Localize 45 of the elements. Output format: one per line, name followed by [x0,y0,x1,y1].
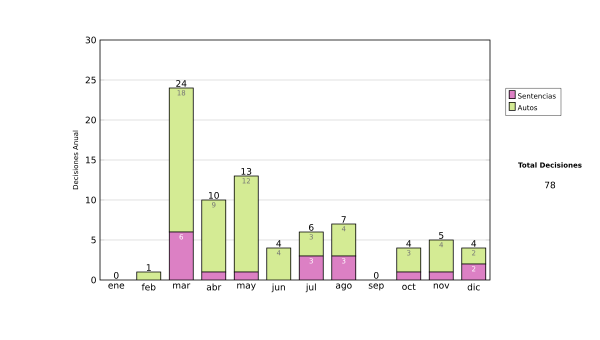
bar [299,256,324,280]
bar [298,232,324,256]
total-label: 10 [209,192,219,199]
y-tick-label: 15 [86,156,96,164]
x-tick-label: dic [468,284,480,290]
y-tick-label: 0 [91,276,96,284]
x-tick-label: oct [402,284,416,290]
x-tick-label: ago [336,284,352,290]
total-label: 4 [276,240,282,247]
total-label: 4 [406,240,412,247]
x-tick-label: nov [434,284,450,289]
total-label: 4 [471,240,476,247]
bar [428,240,454,272]
total-label: 6 [309,224,314,231]
total-label: 0 [114,272,119,279]
y-tick-label: 30 [86,36,96,44]
bar [234,176,259,272]
total-label: 13 [242,168,252,175]
bar [396,248,422,272]
bar [461,264,486,280]
total-label: 7 [342,216,346,223]
text: 78 [545,182,556,188]
bar [168,88,194,232]
y-tick-label: 5 [91,236,96,244]
total-label: 5 [439,232,444,239]
bar [331,224,356,256]
x-tick-label: jul [306,284,316,292]
x-tick-label: may [237,284,256,290]
total-label: 1 [146,264,151,271]
x-tick-label: abr [206,284,222,290]
total-label: 24 [176,80,186,87]
total-label: 0 [374,272,379,279]
y-tick-label: 20 [86,116,96,124]
y-tick-label: 10 [86,196,96,204]
y-tick-label: 25 [86,76,96,84]
x-tick-label: ene [108,284,124,289]
bar [332,256,356,280]
bar [461,248,486,264]
x-tick-label: mar [173,284,190,289]
x-tick-label: jun [272,284,285,292]
x-tick-label: feb [142,284,156,290]
bar [266,248,291,280]
x-tick-label: sep [368,284,384,290]
bar [169,232,194,280]
bar [201,200,226,272]
